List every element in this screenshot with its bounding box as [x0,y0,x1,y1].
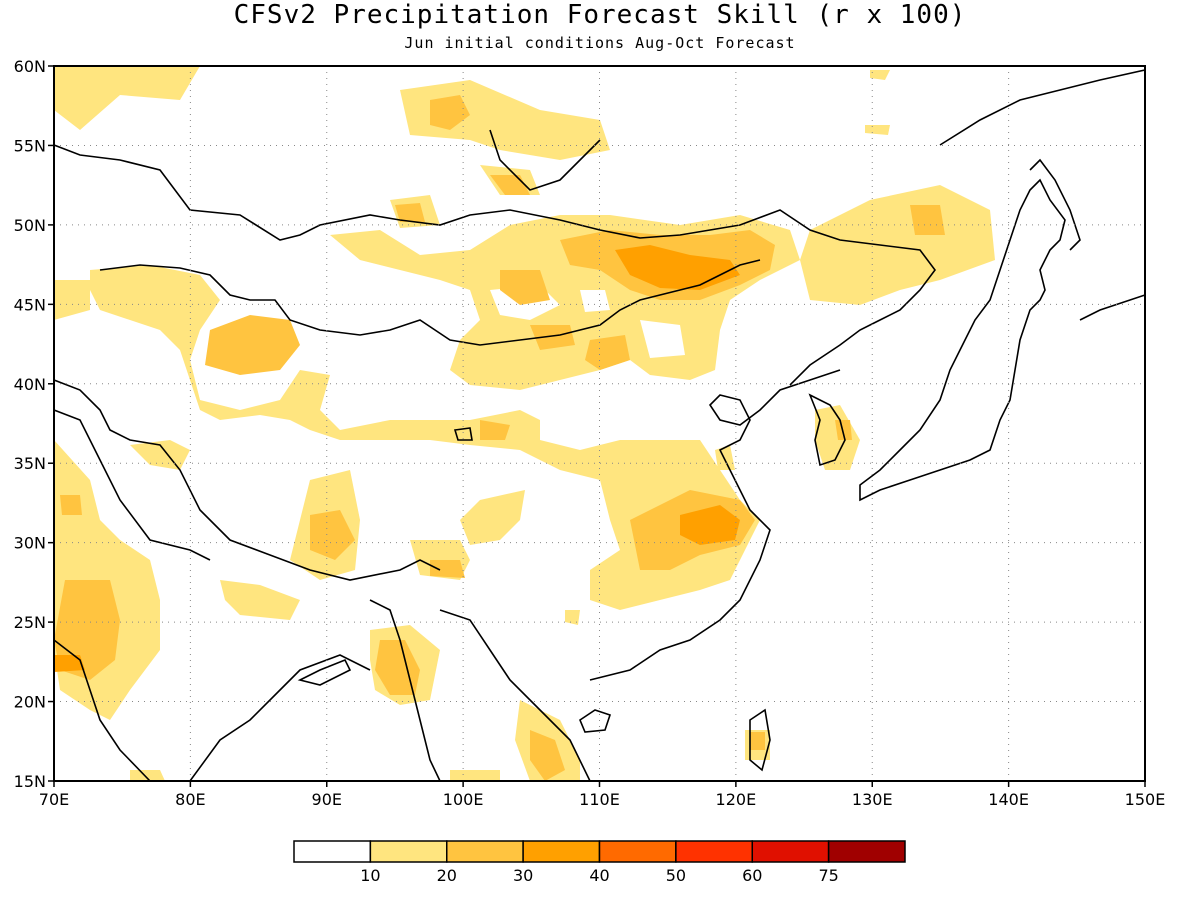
lat-tick-label: 60N [14,57,46,76]
map-frame [53,65,1146,782]
lat-tick-label: 30N [14,534,46,553]
lat-tick-label: 15N [14,772,46,791]
legend-swatch [751,840,830,863]
legend-swatch [598,840,677,863]
skill-shading [54,66,995,781]
lon-tick-label: 100E [443,790,484,809]
lon-tick-label: 110E [579,790,620,809]
legend-swatch [675,840,753,863]
skill-20-30-regions [54,95,945,781]
legend-swatch [446,840,524,863]
lon-tick-label: 120E [716,790,757,809]
skill-30-40-regions [54,245,740,672]
lat-tick-label: 40N [14,375,46,394]
lat-tick-label: 20N [14,693,46,712]
legend-label: 75 [818,866,838,885]
lon-tick-label: 140E [988,790,1029,809]
map-subtitle: Jun initial conditions Aug-Oct Forecast [404,34,796,52]
lat-tick-label: 35N [14,454,46,473]
lat-tick-label: 55N [14,136,46,155]
legend-label: 40 [589,866,609,885]
legend-label: 10 [360,866,380,885]
map-title: CFSv2 Precipitation Forecast Skill (r x … [233,0,967,30]
graticule [54,66,1145,781]
coastlines-borders [54,69,1145,781]
lon-tick-label: 70E [39,790,69,809]
legend-swatch [293,840,372,863]
legend-label: 50 [666,866,686,885]
legend-swatch [369,840,448,863]
color-legend: 10 20 30 40 50 60 75 [293,840,906,885]
legend-swatch [522,840,601,863]
lon-tick-label: 80E [175,790,205,809]
lat-tick-label: 45N [14,295,46,314]
axis-tick-labels: 70E 80E 90E 100E 110E 120E 130E 140E 150E 15N 20N 2… [14,57,1166,809]
lon-tick-label: 130E [852,790,893,809]
lon-tick-label: 90E [312,790,342,809]
legend-label: 20 [437,866,457,885]
legend-label: 60 [742,866,762,885]
lat-tick-label: 25N [14,613,46,632]
legend-label: 30 [513,866,533,885]
axis-ticks [48,65,1146,787]
lon-tick-label: 150E [1125,790,1166,809]
legend-swatch [827,840,906,863]
lat-tick-label: 50N [14,216,46,235]
skill-10-20-regions [54,66,995,781]
